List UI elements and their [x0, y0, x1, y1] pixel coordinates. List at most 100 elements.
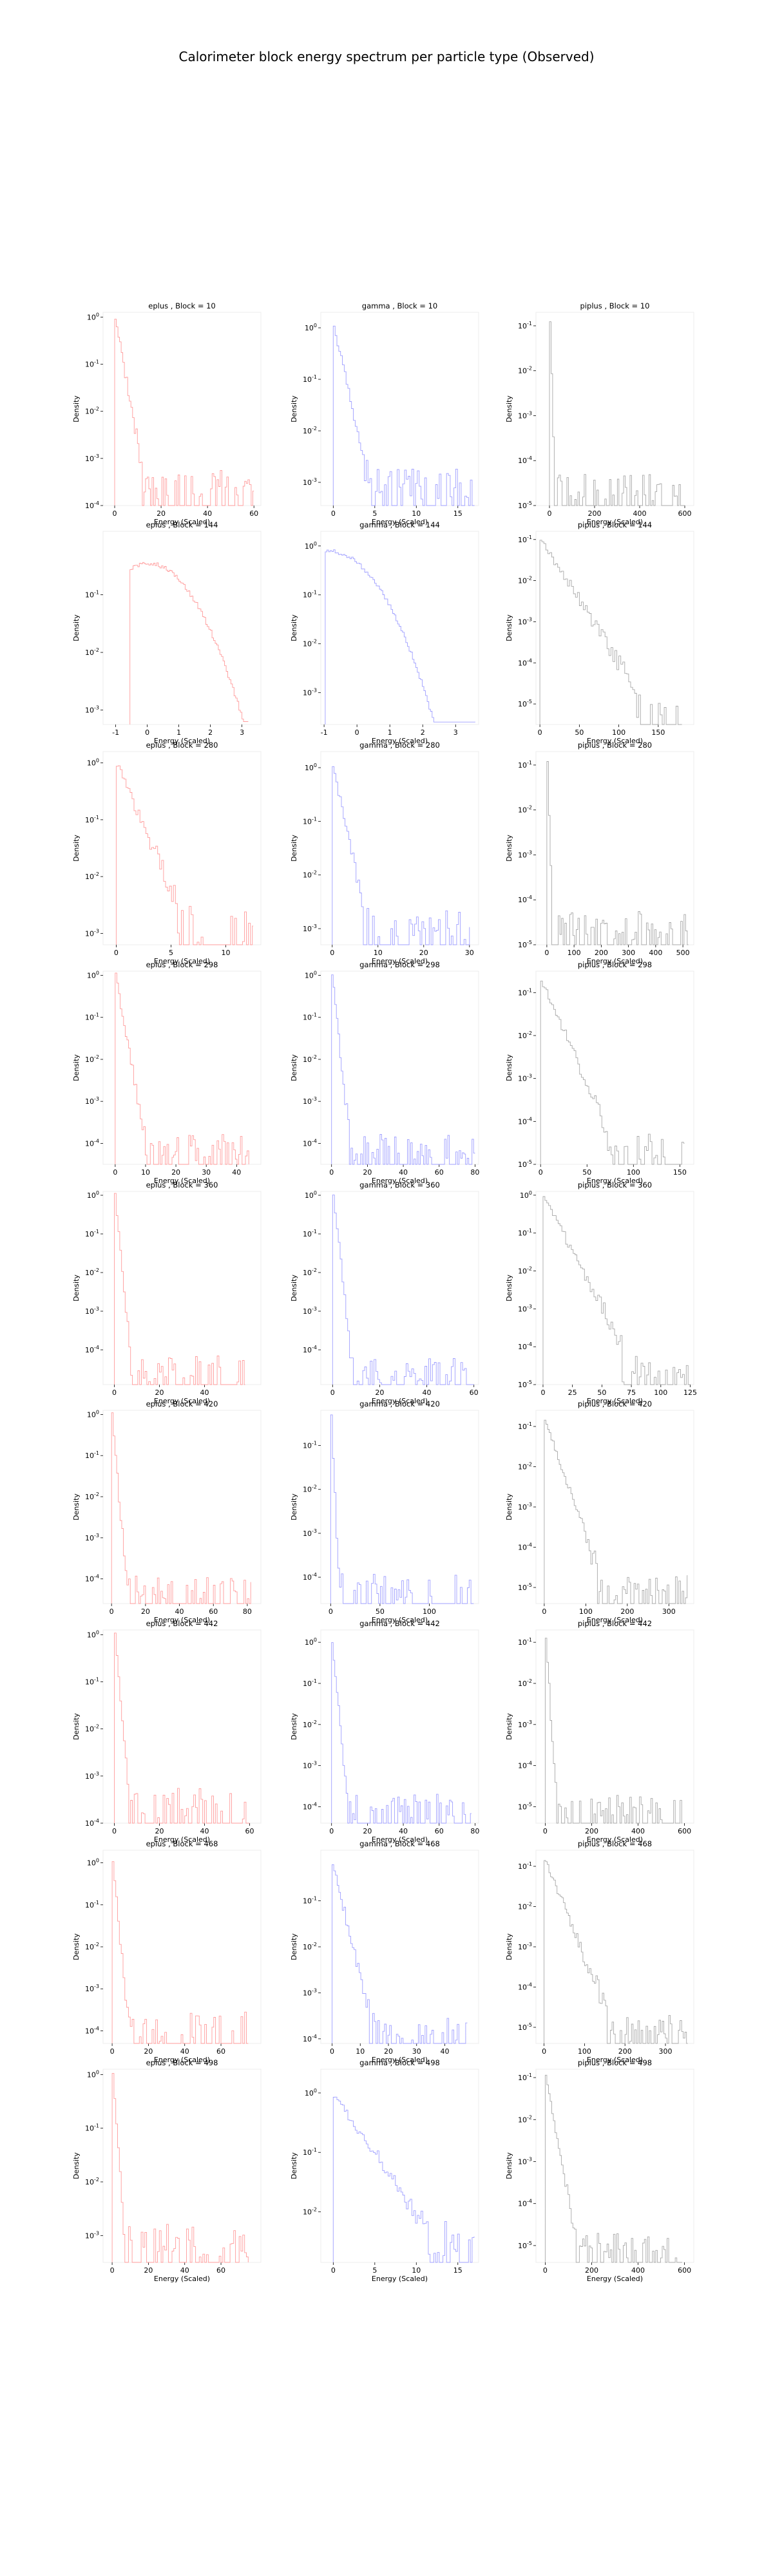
x-tick-label: 40: [203, 509, 212, 518]
y-tick-label: 10-2: [85, 871, 99, 881]
subplot-title: gamma , Block = 280: [359, 741, 440, 750]
x-tick-label: 20: [155, 1388, 164, 1397]
histogram-piplus: [540, 980, 685, 1165]
histogram-gamma: [332, 766, 470, 945]
x-tick-label: 40: [175, 1607, 184, 1616]
y-axis-label: Density: [290, 1274, 298, 1302]
x-tick-label: 5: [169, 949, 173, 957]
x-tick-label: 150: [651, 728, 665, 737]
y-tick-label: 100: [87, 1409, 99, 1419]
subplot-piplus-298: piplus , Block = 298 0 50 100 150 10-1 10-2 10-…: [505, 960, 694, 1185]
y-tick-label: 10-2: [303, 1484, 317, 1494]
plot-area: [320, 1410, 479, 1604]
y-tick-label: 10-2: [85, 1054, 99, 1064]
histogram-piplus: [544, 2074, 682, 2263]
y-tick-label: 10-3: [518, 1502, 532, 1511]
x-axis-label: Energy (Scaled): [154, 1397, 210, 1405]
histogram-eplus: [114, 1193, 245, 1385]
histogram-piplus: [544, 1638, 682, 1824]
y-tick-label: 10-3: [518, 2156, 532, 2166]
plot-area: [535, 1191, 694, 1385]
histogram-piplus: [542, 1196, 691, 1385]
x-tick-label: 0: [112, 1827, 117, 1835]
x-axis-label: Energy (Scaled): [154, 2056, 210, 2064]
plot-area: [320, 1629, 479, 1824]
x-tick-label: 0: [114, 949, 119, 957]
x-axis-label: Energy (Scaled): [587, 2275, 643, 2283]
plot-area: [102, 971, 262, 1165]
y-tick-label: 10-2: [303, 1719, 317, 1729]
x-tick-label: 0: [331, 2266, 336, 2275]
y-tick-label: 10-3: [85, 1096, 99, 1106]
x-tick-label: 10: [356, 2047, 365, 2056]
y-tick-label: 10-3: [85, 928, 99, 938]
x-tick-label: 150: [673, 1168, 687, 1177]
y-tick-label: 10-2: [85, 1942, 99, 1951]
x-tick-label: 0: [538, 728, 542, 737]
figure-title: Calorimeter block energy spectrum per pa…: [179, 49, 595, 64]
y-tick-label: 10-1: [85, 2123, 99, 2133]
y-tick-label: 10-3: [303, 1096, 317, 1106]
x-tick-label: 10: [412, 2266, 421, 2275]
x-tick-label: 5: [372, 509, 377, 518]
subplot-title: eplus , Block = 298: [146, 960, 218, 969]
x-tick-label: 0: [539, 1168, 543, 1177]
y-tick-label: 10-1: [518, 987, 532, 997]
subplot-title: gamma , Block = 10: [362, 301, 437, 310]
y-tick-label: 10-2: [85, 1492, 99, 1501]
y-tick-label: 10-1: [303, 2147, 317, 2157]
y-axis-label: Density: [290, 2152, 298, 2179]
subplot-eplus-442: eplus , Block = 442 0 20 40 60 100 10-1 10-2 10-…: [72, 1619, 262, 1844]
y-tick-label: 10-5: [518, 2022, 532, 2032]
subplot-title: piplus , Block = 10: [580, 301, 650, 310]
subplot-gamma-420: gamma , Block = 420 0 50 100 10-1 10-2 10-3 10-…: [290, 1399, 479, 1624]
subplot-eplus-420: eplus , Block = 420 0 20 40 60 80 100 10-1 10-2 1…: [72, 1399, 262, 1624]
x-tick-label: 40: [399, 1168, 408, 1177]
y-tick-label: 10-1: [303, 1229, 317, 1238]
x-tick-label: 0: [329, 1168, 334, 1177]
x-tick-label: 40: [200, 1827, 209, 1835]
y-axis-label: Density: [290, 835, 298, 862]
y-tick-label: 10-2: [518, 805, 532, 815]
y-tick-label: 10-3: [303, 688, 317, 697]
y-tick-label: 10-4: [85, 500, 99, 510]
x-tick-label: 60: [245, 1827, 254, 1835]
subplot-piplus-280: piplus , Block = 280 0 100 200 300 400 500 10-1…: [505, 741, 694, 965]
plot-area: [535, 1850, 694, 2044]
y-tick-label: 10-2: [303, 870, 317, 880]
x-tick-label: 0: [542, 1607, 546, 1616]
x-axis-label: Energy (Scaled): [372, 1835, 428, 1844]
x-axis-label: Energy (Scaled): [587, 957, 643, 965]
subplot-piplus-442: piplus , Block = 442 0 200 400 600 10-1 10-2 10…: [505, 1619, 694, 1844]
x-tick-label: 100: [578, 2047, 591, 2056]
y-tick-label: 10-1: [303, 1012, 317, 1022]
subplot-piplus-498: piplus , Block = 498 0 200 400 600 10-1 10-2 10…: [505, 2058, 694, 2283]
x-tick-label: 500: [676, 949, 690, 957]
y-tick-label: 10-1: [85, 815, 99, 824]
y-tick-label: 10-5: [518, 2240, 532, 2250]
y-tick-label: 10-4: [518, 455, 532, 465]
plot-area: [535, 312, 694, 506]
y-tick-label: 10-1: [85, 1450, 99, 1460]
x-tick-label: 40: [180, 2266, 189, 2275]
y-tick-label: 10-2: [518, 1678, 532, 1688]
histogram-gamma: [330, 1414, 474, 1604]
x-tick-label: 80: [470, 1827, 479, 1835]
subplot-gamma-468: gamma , Block = 468 0 10 20 30 40 10-1 10-2 10-3…: [290, 1839, 479, 2064]
y-axis-label: Density: [72, 1274, 81, 1302]
x-tick-label: 80: [470, 1168, 479, 1177]
x-tick-label: 1: [177, 728, 181, 737]
histogram-eplus: [111, 1412, 251, 1604]
x-tick-label: 0: [110, 2266, 115, 2275]
subplot-title: gamma , Block = 144: [359, 520, 440, 529]
x-tick-label: 20: [155, 1827, 164, 1835]
y-tick-label: 10-5: [518, 940, 532, 949]
x-tick-label: 200: [618, 2047, 632, 2056]
x-tick-label: 0: [113, 1168, 117, 1177]
y-tick-label: 10-3: [303, 923, 317, 933]
histogram-piplus: [539, 540, 682, 725]
y-axis-label: Density: [505, 1493, 513, 1520]
y-tick-label: 10-3: [85, 453, 99, 463]
x-tick-label: 30: [412, 2047, 421, 2056]
